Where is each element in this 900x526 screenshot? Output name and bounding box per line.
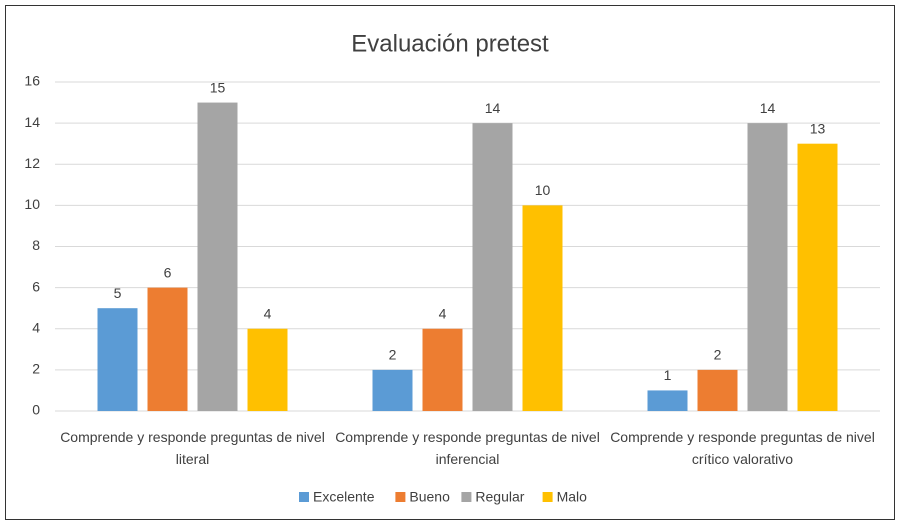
data-label: 4 [264, 305, 272, 321]
bar [97, 308, 138, 411]
x-tick-label: Comprende y responde preguntas de nivel … [335, 429, 600, 467]
bar [647, 390, 688, 411]
data-label: 14 [485, 100, 501, 116]
data-label: 1 [664, 367, 672, 383]
legend-swatch [395, 492, 406, 502]
bar [147, 287, 188, 411]
chart-title: Evaluación pretest [351, 30, 549, 57]
bar [197, 102, 238, 411]
bar [747, 123, 788, 411]
y-tick-label: 2 [32, 361, 40, 377]
data-label: 6 [164, 264, 172, 280]
x-tick-label-box: Comprende y responde preguntas de nivel … [335, 429, 600, 467]
bar [422, 328, 463, 411]
bar [247, 328, 288, 411]
x-tick-label: Comprende y responde preguntas de nivel … [60, 429, 325, 467]
bar [797, 143, 838, 411]
legend-label: Bueno [409, 489, 450, 505]
y-tick-label: 12 [24, 155, 40, 171]
data-label: 5 [114, 285, 122, 301]
bar [372, 369, 413, 411]
y-tick-label: 8 [32, 237, 40, 253]
chart-frame [5, 5, 895, 520]
legend-label: Regular [475, 489, 524, 505]
data-label: 2 [389, 347, 397, 363]
y-tick-label: 0 [32, 402, 40, 418]
y-tick-label: 10 [24, 196, 40, 212]
bar [522, 205, 563, 411]
y-tick-label: 4 [32, 319, 40, 335]
y-tick-label: 6 [32, 278, 40, 294]
legend-swatch [461, 492, 472, 502]
x-tick-label: Comprende y responde preguntas de nivel … [610, 429, 875, 467]
bar [697, 369, 738, 411]
legend-swatch [542, 492, 553, 502]
y-tick-label: 16 [24, 73, 40, 89]
data-label: 2 [714, 347, 722, 363]
bar [472, 123, 513, 411]
data-label: 10 [535, 182, 551, 198]
data-label: 14 [760, 100, 776, 116]
legend-label: Malo [557, 489, 588, 505]
y-tick-label: 14 [24, 114, 40, 130]
x-tick-label-box: Comprende y responde preguntas de nivel … [610, 429, 875, 467]
legend-swatch [299, 492, 309, 502]
x-tick-label-box: Comprende y responde preguntas de nivel … [60, 429, 325, 467]
legend-label: Excelente [313, 489, 375, 505]
data-label: 13 [810, 120, 826, 136]
data-label: 4 [439, 305, 447, 321]
data-label: 15 [210, 79, 226, 95]
